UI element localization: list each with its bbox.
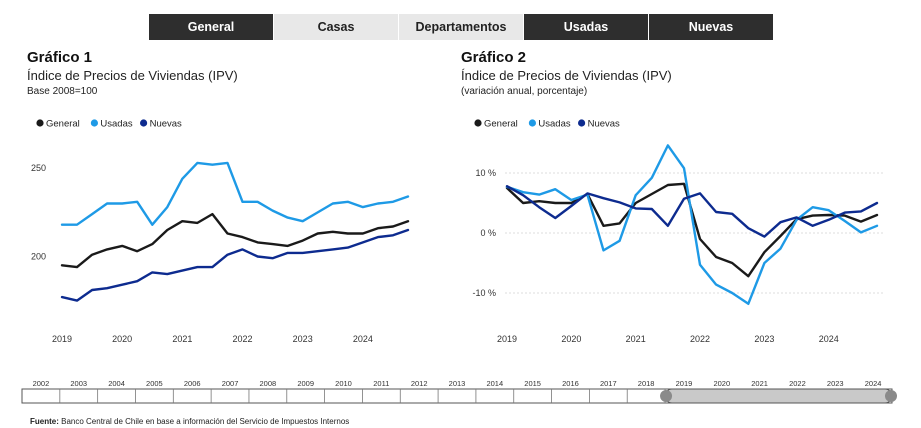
y-tick-label: 200 — [31, 251, 46, 261]
x-tick-label: 2021 — [626, 334, 646, 344]
chart1-subtitle: Índice de Precios de Viviendas (IPV) — [27, 68, 238, 83]
x-tick-label: 2022 — [233, 334, 253, 344]
x-tick-label: 2019 — [497, 334, 517, 344]
legend-marker — [528, 119, 536, 127]
legend-marker — [90, 119, 98, 127]
legend-item-usadas: Usadas — [90, 119, 133, 130]
timeline-year-label: 2020 — [713, 379, 730, 388]
tab-label: Departamentos — [415, 20, 507, 34]
source-text: Banco Central de Chile en base a informa… — [58, 417, 350, 426]
legend-marker — [36, 119, 44, 127]
chart1-note: Base 2008=100 — [27, 86, 98, 97]
chart2-plot: 10 % 0 % -10 % 2019 2020 2021 2022 2023 2024 Gene… — [472, 119, 885, 344]
chart2-header: Gráfico 2 Índice de Precios de Viviendas… — [461, 48, 672, 100]
x-tick-label: 2024 — [353, 334, 373, 344]
timeline-year-label: 2012 — [411, 379, 428, 388]
x-tick-label: 2021 — [172, 334, 192, 344]
tab-nuevas[interactable]: Nuevas — [649, 14, 774, 40]
timeline-year-label: 2005 — [146, 379, 163, 388]
source-label: Fuente: — [30, 417, 59, 426]
x-tick-label: 2020 — [112, 334, 132, 344]
timeline-year-label: 2006 — [184, 379, 201, 388]
chart2-series-nuevas — [505, 184, 879, 238]
x-tick-label: 2019 — [52, 334, 72, 344]
timeline-year-label: 2015 — [524, 379, 541, 388]
legend-label: Usadas — [100, 119, 132, 130]
timeline-year-label: 2004 — [108, 379, 125, 388]
timeline-year-label: 2010 — [335, 379, 352, 388]
tab-general[interactable]: General — [149, 14, 274, 40]
x-tick-label: 2020 — [561, 334, 581, 344]
chart2-series-general — [505, 182, 879, 278]
tab-casas[interactable]: Casas — [274, 14, 399, 40]
legend-item-nuevas: Nuevas — [578, 119, 620, 130]
chart1-series-usadas — [60, 161, 410, 226]
timeline-handle-end[interactable] — [885, 390, 897, 402]
chart1-series-nuevas — [60, 228, 410, 302]
source-note: Fuente: Banco Central de Chile en base a… — [30, 417, 349, 426]
legend-item-usadas: Usadas — [528, 119, 571, 130]
timeline-selection[interactable] — [664, 388, 893, 404]
x-tick-label: 2023 — [754, 334, 774, 344]
tab-label: Nuevas — [688, 20, 734, 34]
timeline-year-label: 2013 — [449, 379, 466, 388]
tab-usadas[interactable]: Usadas — [524, 14, 649, 40]
timeline-year-label: 2024 — [865, 379, 882, 388]
tab-label: Usadas — [563, 20, 609, 34]
legend-label: General — [484, 119, 518, 130]
timeline-year-label: 2018 — [638, 379, 655, 388]
timeline-year-label: 2003 — [70, 379, 87, 388]
y-tick-label: 10 % — [475, 168, 496, 178]
legend-label: General — [46, 119, 80, 130]
tab-label: Casas — [317, 20, 355, 34]
timeline-year-label: 2011 — [373, 379, 389, 388]
chart1-title: Gráfico 1 — [27, 49, 93, 66]
x-tick-label: 2023 — [293, 334, 313, 344]
timeline-year-label: 2008 — [260, 379, 277, 388]
tab-departamentos[interactable]: Departamentos — [399, 14, 524, 40]
timeline-year-label: 2002 — [33, 379, 50, 388]
legend-marker — [474, 119, 482, 127]
chart2-subtitle: Índice de Precios de Viviendas (IPV) — [461, 68, 672, 83]
timeline-year-label: 2009 — [297, 379, 314, 388]
timeline-year-label: 2022 — [789, 379, 806, 388]
x-tick-label: 2024 — [819, 334, 839, 344]
legend-marker — [140, 119, 148, 127]
tab-label: General — [187, 20, 235, 34]
timeline-handle-start[interactable] — [660, 390, 673, 402]
legend-item-nuevas: Nuevas — [140, 119, 182, 130]
chart1-series-general — [60, 212, 410, 269]
chart1-plot: 250 200 2019 2020 2021 2022 2023 2024 General Usa… — [31, 119, 410, 344]
timeline-year-label: 2017 — [600, 379, 617, 388]
chart2-series-usadas — [505, 144, 879, 306]
y-tick-label: 0 % — [480, 228, 496, 238]
chart1-header: Gráfico 1 Índice de Precios de Viviendas… — [27, 48, 238, 100]
legend-label: Nuevas — [588, 119, 620, 130]
y-tick-label: -10 % — [472, 288, 496, 298]
y-tick-label: 250 — [31, 163, 46, 173]
legend-marker — [578, 119, 586, 127]
timeline-year-label: 2023 — [827, 379, 844, 388]
year-range-slider[interactable]: 2002 2003 2004 2005 2006 2007 2008 2009 2010 2011… — [0, 372, 921, 412]
timeline-year-label: 2014 — [486, 379, 503, 388]
legend-label: Nuevas — [150, 119, 182, 130]
x-tick-label: 2022 — [690, 334, 710, 344]
tab-bar: General Casas Departamentos Usadas Nueva… — [149, 14, 774, 40]
legend-item-general: General — [36, 119, 80, 130]
chart2-title: Gráfico 2 — [461, 49, 527, 66]
legend-item-general: General — [474, 119, 518, 130]
chart2-note: (variación anual, porcentaje) — [461, 86, 588, 97]
timeline-year-label: 2016 — [562, 379, 579, 388]
timeline-year-label: 2019 — [676, 379, 693, 388]
timeline-year-label: 2021 — [751, 379, 768, 388]
legend-label: Usadas — [538, 119, 570, 130]
timeline-year-label: 2007 — [222, 379, 239, 388]
